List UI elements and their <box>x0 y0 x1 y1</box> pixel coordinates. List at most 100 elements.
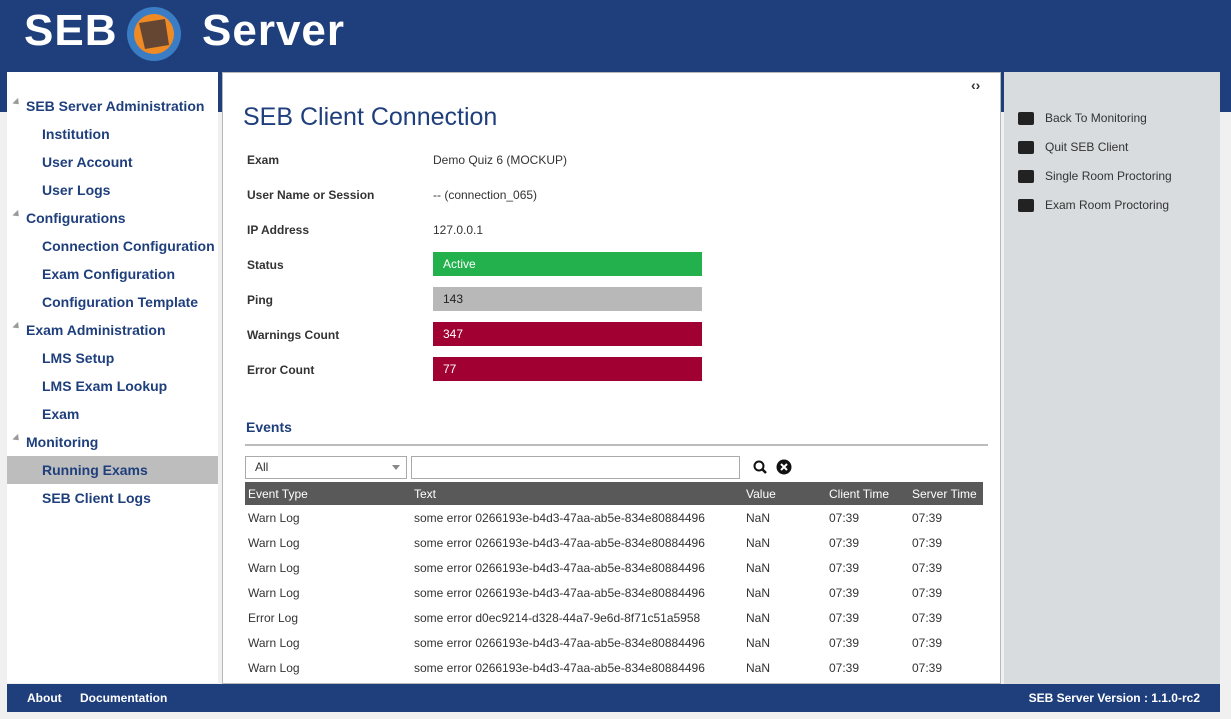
column-header[interactable]: Text <box>411 482 743 505</box>
expand-toggle[interactable]: ‹› <box>971 77 981 93</box>
nav-item[interactable]: Exam Configuration <box>42 266 176 282</box>
search-button[interactable] <box>753 460 767 474</box>
field-label: Exam <box>247 153 280 167</box>
table-cell: 07:39 <box>912 585 943 600</box>
field-value: Demo Quiz 6 (MOCKUP) <box>433 153 568 167</box>
table-row[interactable]: Warn Log some error 0266193e-b4d3-47aa-ab… <box>245 505 983 530</box>
column-header[interactable]: Server Time <box>909 482 983 505</box>
table-cell: Warn Log <box>248 585 300 600</box>
table-cell: some error d0ec9214-d328-44a7-9e6d-8f71c… <box>414 610 701 625</box>
table-cell: 07:39 <box>829 510 860 525</box>
table-cell: 07:39 <box>829 635 860 650</box>
table-cell: NaN <box>746 610 771 625</box>
table-row[interactable]: Warn Log some error 0266193e-b4d3-47aa-ab… <box>245 555 983 580</box>
table-cell: some error 0266193e-b4d3-47aa-ab5e-834e8… <box>414 560 705 575</box>
table-cell: Warn Log <box>248 660 300 675</box>
logo-icon <box>127 7 181 61</box>
table-cell: Error Log <box>248 610 299 625</box>
table-cell: Warn Log <box>248 535 300 550</box>
field-label: Error Count <box>247 363 315 377</box>
field-label: Ping <box>247 293 273 307</box>
table-cell: Warn Log <box>248 510 300 525</box>
column-header[interactable]: Event Type <box>245 482 411 505</box>
action-link[interactable]: Quit SEB Client <box>1045 140 1129 154</box>
logo-text: Server <box>202 6 346 55</box>
table-row[interactable]: Warn Log some error 0266193e-b4d3-47aa-ab… <box>245 530 983 555</box>
nav-item[interactable]: User Account <box>42 154 133 170</box>
action-icon[interactable] <box>1018 112 1034 125</box>
filter-select[interactable]: All <box>245 456 407 479</box>
nav-group[interactable]: SEB Server Administration <box>26 98 205 114</box>
table-cell: 07:39 <box>912 660 943 675</box>
nav-item[interactable]: Exam <box>42 406 80 422</box>
table-cell: 07:39 <box>829 585 860 600</box>
section-title: Events <box>246 419 292 435</box>
action-icon[interactable] <box>1018 141 1034 154</box>
divider <box>245 444 988 446</box>
field-label: Status <box>247 258 284 272</box>
table-cell: 07:39 <box>829 535 860 550</box>
status-bar: 143 <box>433 287 702 311</box>
nav-toggle[interactable] <box>12 321 22 332</box>
table-cell: 07:39 <box>912 535 943 550</box>
table-cell: NaN <box>746 660 771 675</box>
table-cell: 07:39 <box>912 560 943 575</box>
nav-group[interactable]: Exam Administration <box>26 322 166 338</box>
table-row[interactable]: Warn Log some error 0266193e-b4d3-47aa-ab… <box>245 580 983 605</box>
table-row[interactable]: Error Log some error d0ec9214-d328-44a7-9… <box>245 605 983 630</box>
table-cell: NaN <box>746 635 771 650</box>
nav-item[interactable]: Institution <box>42 126 110 142</box>
events-table: Event Type Text Value Client Time Server Tim… <box>245 482 983 680</box>
navigation: SEB Server Administration Institution User… <box>7 72 218 683</box>
nav-item[interactable]: SEB Client Logs <box>42 490 151 506</box>
filter-input[interactable] <box>411 456 740 479</box>
column-header[interactable]: Client Time <box>826 482 909 505</box>
nav-toggle[interactable] <box>12 97 22 108</box>
page-title: SEB Client Connection <box>243 103 498 131</box>
nav-item[interactable]: Configuration Template <box>42 294 199 310</box>
table-row[interactable]: Warn Log some error 0266193e-b4d3-47aa-ab… <box>245 630 983 655</box>
table-cell: Warn Log <box>248 635 300 650</box>
action-link[interactable]: Single Room Proctoring <box>1045 169 1172 183</box>
nav-item[interactable]: LMS Exam Lookup <box>42 378 168 394</box>
action-link[interactable]: Exam Room Proctoring <box>1045 198 1170 212</box>
table-cell: some error 0266193e-b4d3-47aa-ab5e-834e8… <box>414 585 705 600</box>
table-cell: NaN <box>746 560 771 575</box>
logo-text: SEB <box>24 6 118 55</box>
nav-group[interactable]: Monitoring <box>26 434 99 450</box>
field-label: Warnings Count <box>247 328 340 342</box>
action-link[interactable]: Back To Monitoring <box>1045 111 1147 125</box>
footer-link[interactable]: Documentation <box>80 691 168 705</box>
nav-group[interactable]: Configurations <box>26 210 126 226</box>
footer: About Documentation SEB Server Version : 1… <box>7 684 1220 712</box>
table-cell: 07:39 <box>912 635 943 650</box>
action-icon[interactable] <box>1018 199 1034 212</box>
table-cell: some error 0266193e-b4d3-47aa-ab5e-834e8… <box>414 660 705 675</box>
nav-toggle[interactable] <box>12 433 22 444</box>
nav-item[interactable]: LMS Setup <box>42 350 115 366</box>
table-cell: some error 0266193e-b4d3-47aa-ab5e-834e8… <box>414 510 705 525</box>
nav-item[interactable]: Running Exams <box>7 456 218 484</box>
nav-item[interactable]: Connection Configuration <box>42 238 215 254</box>
nav-toggle[interactable] <box>12 209 22 220</box>
filter-icons <box>753 459 792 475</box>
table-row[interactable]: Warn Log some error 0266193e-b4d3-47aa-ab… <box>245 655 983 680</box>
table-cell: 07:39 <box>829 610 860 625</box>
field-value: -- (connection_065) <box>433 188 538 202</box>
table-cell: 07:39 <box>912 510 943 525</box>
table-cell: some error 0266193e-b4d3-47aa-ab5e-834e8… <box>414 635 705 650</box>
action-panel: Back To Monitoring Quit SEB Client Single … <box>1004 72 1220 684</box>
footer-link[interactable]: About <box>27 691 62 705</box>
table-cell: 07:39 <box>829 560 860 575</box>
table-cell: Warn Log <box>248 560 300 575</box>
status-bar: Active <box>433 252 702 276</box>
table-cell: some error 0266193e-b4d3-47aa-ab5e-834e8… <box>414 535 705 550</box>
status-bar: 347 <box>433 322 702 346</box>
action-icon[interactable] <box>1018 170 1034 183</box>
table-cell: 07:39 <box>912 610 943 625</box>
field-label: IP Address <box>247 223 310 237</box>
column-header[interactable]: Value <box>743 482 826 505</box>
nav-item[interactable]: User Logs <box>42 182 111 198</box>
clear-button[interactable] <box>776 459 792 475</box>
